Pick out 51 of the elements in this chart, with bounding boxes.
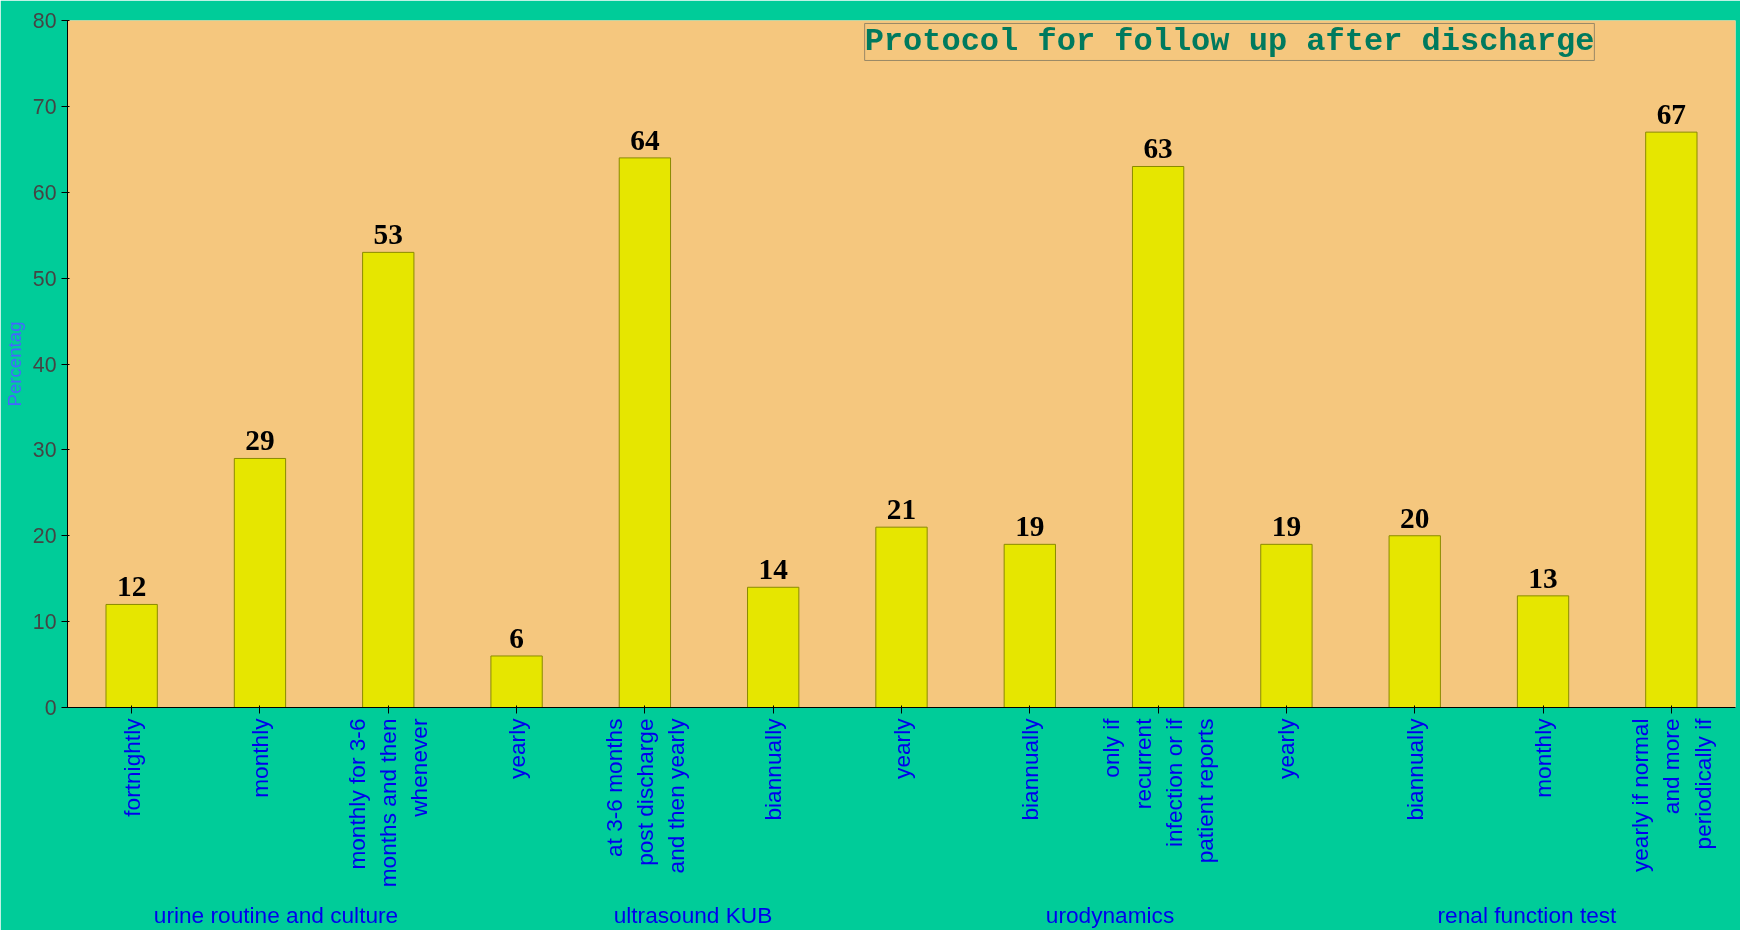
bar bbox=[1260, 543, 1313, 708]
bar bbox=[362, 251, 415, 708]
x-tick-label: yearly bbox=[1273, 717, 1300, 779]
data-label: 20 bbox=[1400, 501, 1430, 534]
chart-title: Protocol for follow up after discharge bbox=[864, 23, 1595, 61]
bar bbox=[1516, 595, 1570, 708]
bar bbox=[875, 526, 928, 708]
x-tick-label: monthly bbox=[1530, 717, 1557, 798]
text: urine routine and culture bbox=[153, 901, 399, 928]
data-label: 64 bbox=[630, 123, 660, 156]
bar bbox=[105, 603, 158, 708]
x-tick-label: biannually bbox=[760, 717, 787, 821]
y-tick-label: 30 bbox=[32, 438, 57, 463]
bar bbox=[747, 586, 800, 708]
y-tick-label: 50 bbox=[32, 266, 57, 291]
x-tick-label: monthly bbox=[246, 717, 273, 798]
bar bbox=[1131, 165, 1185, 708]
bar bbox=[233, 457, 287, 708]
y-tick-label: 10 bbox=[32, 610, 57, 635]
y-tick-label: 60 bbox=[32, 180, 57, 205]
bar bbox=[1645, 131, 1698, 708]
data-label: 12 bbox=[116, 570, 147, 603]
x-tick-label: only if recurrent infection or if patient reports bbox=[1098, 717, 1218, 864]
x-tick-label: yearly bbox=[503, 717, 530, 779]
bar bbox=[1388, 535, 1441, 708]
bar bbox=[490, 655, 543, 708]
y-axis-title: Percentag bbox=[3, 321, 25, 407]
text: renal function test bbox=[1437, 901, 1618, 928]
y-tick-label: 20 bbox=[32, 524, 57, 549]
y-tick-label: 70 bbox=[32, 94, 57, 119]
data-label: 21 bbox=[886, 493, 917, 526]
x-tick-label: biannually bbox=[1401, 717, 1428, 821]
x-tick-label: biannually bbox=[1016, 717, 1043, 821]
bar bbox=[1003, 543, 1056, 708]
data-label: 53 bbox=[373, 218, 403, 251]
text: ultrasound KUB bbox=[613, 901, 773, 928]
data-label: 14 bbox=[758, 553, 789, 586]
y-tick-label: 80 bbox=[32, 9, 57, 33]
data-label: 6 bbox=[509, 621, 524, 654]
x-tick-label: yearly bbox=[888, 717, 915, 779]
bar bbox=[618, 157, 672, 708]
y-tick-label: 0 bbox=[44, 696, 57, 720]
data-label: 13 bbox=[1528, 561, 1558, 594]
y-tick-label: 40 bbox=[32, 352, 57, 377]
text: urodynamics bbox=[1045, 901, 1175, 928]
data-label: 19 bbox=[1271, 510, 1302, 543]
data-label: 19 bbox=[1015, 510, 1045, 543]
x-tick-label: fortnightly bbox=[118, 717, 145, 817]
data-label: 67 bbox=[1656, 98, 1687, 131]
data-label: 63 bbox=[1143, 132, 1173, 165]
data-label: 29 bbox=[245, 424, 275, 457]
